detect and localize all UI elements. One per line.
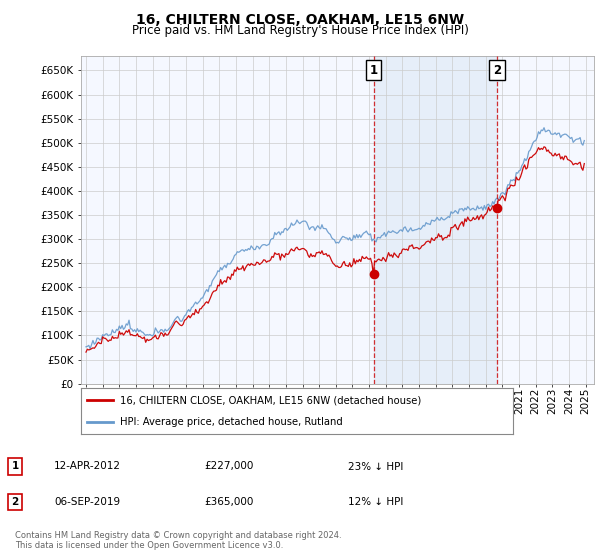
Text: 06-SEP-2019: 06-SEP-2019 <box>54 497 120 507</box>
Text: Price paid vs. HM Land Registry's House Price Index (HPI): Price paid vs. HM Land Registry's House … <box>131 24 469 37</box>
Text: 16, CHILTERN CLOSE, OAKHAM, LE15 6NW (detached house): 16, CHILTERN CLOSE, OAKHAM, LE15 6NW (de… <box>120 395 421 405</box>
Text: £365,000: £365,000 <box>204 497 253 507</box>
Text: Contains HM Land Registry data © Crown copyright and database right 2024.
This d: Contains HM Land Registry data © Crown c… <box>15 531 341 550</box>
Text: 23% ↓ HPI: 23% ↓ HPI <box>348 461 403 472</box>
Text: 12% ↓ HPI: 12% ↓ HPI <box>348 497 403 507</box>
Text: 1: 1 <box>11 461 19 472</box>
Text: HPI: Average price, detached house, Rutland: HPI: Average price, detached house, Rutl… <box>120 417 343 427</box>
Text: 1: 1 <box>370 64 378 77</box>
Text: 12-APR-2012: 12-APR-2012 <box>54 461 121 472</box>
Text: 16, CHILTERN CLOSE, OAKHAM, LE15 6NW: 16, CHILTERN CLOSE, OAKHAM, LE15 6NW <box>136 13 464 27</box>
Text: 2: 2 <box>11 497 19 507</box>
Text: £227,000: £227,000 <box>204 461 253 472</box>
Text: 2: 2 <box>493 64 501 77</box>
Bar <box>374 56 497 384</box>
